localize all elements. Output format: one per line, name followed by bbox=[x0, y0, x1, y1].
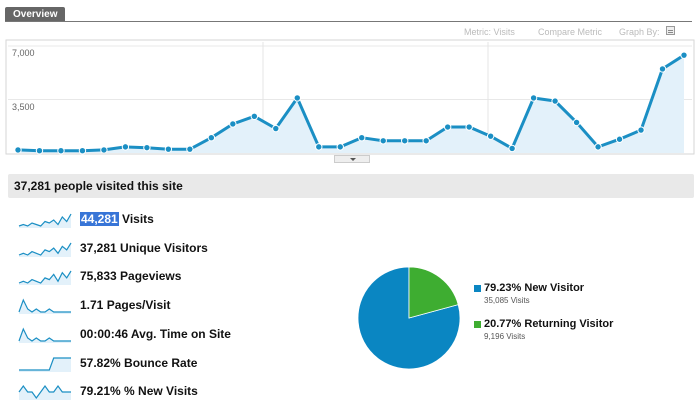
sparkline-line bbox=[18, 298, 71, 313]
sparkline-area bbox=[19, 300, 71, 315]
tab-overview[interactable]: Overview bbox=[5, 7, 66, 22]
graph-controls: Metric: Visits Compare Metric Graph By: bbox=[0, 27, 700, 39]
data-point[interactable] bbox=[401, 137, 409, 145]
sparkline bbox=[18, 327, 71, 343]
sparkline-area bbox=[19, 386, 71, 401]
metric-label[interactable]: Pageviews bbox=[116, 269, 182, 284]
metric-value: 57.82% Bounce Rate bbox=[80, 356, 197, 370]
data-point[interactable] bbox=[594, 143, 602, 151]
legend-name: New Visitor bbox=[521, 282, 585, 294]
graph-by-label: Graph By: bbox=[619, 27, 660, 37]
sparkline bbox=[18, 298, 71, 315]
data-point[interactable] bbox=[465, 123, 473, 131]
sparkline-line bbox=[18, 271, 72, 285]
sparkline-line bbox=[19, 356, 71, 371]
data-point[interactable] bbox=[57, 147, 65, 155]
data-point[interactable] bbox=[35, 147, 44, 155]
metric-value: 75,833 Pageviews bbox=[80, 269, 181, 283]
metric-number: 79.21% bbox=[80, 384, 121, 399]
legend-label: 20.77% Returning Visitor bbox=[484, 318, 613, 330]
data-point[interactable] bbox=[293, 94, 301, 102]
data-point[interactable] bbox=[272, 124, 280, 133]
metric-label[interactable]: Pages/Visit bbox=[103, 298, 171, 313]
tab-underline bbox=[5, 21, 692, 22]
metric-value: 44,281 Visits bbox=[80, 212, 154, 226]
data-point[interactable] bbox=[78, 147, 87, 155]
sparkline bbox=[18, 242, 72, 257]
metric-label[interactable]: Avg. Time on Site bbox=[128, 326, 231, 341]
legend-name: Returning Visitor bbox=[521, 318, 614, 330]
metric-number: 37,281 bbox=[80, 240, 117, 255]
data-point[interactable] bbox=[422, 137, 430, 145]
data-point[interactable] bbox=[250, 112, 259, 121]
legend-percent: 79.23% bbox=[484, 282, 522, 294]
y-tick-3500: 3,500 bbox=[12, 102, 35, 112]
data-point[interactable] bbox=[615, 135, 624, 143]
legend-label: 79.23% New Visitor bbox=[484, 282, 584, 294]
legend-swatch bbox=[474, 321, 481, 328]
legend-visits: 9,196 Visits bbox=[484, 332, 526, 341]
data-point[interactable] bbox=[680, 51, 688, 59]
data-point[interactable] bbox=[207, 134, 216, 142]
data-point[interactable] bbox=[486, 132, 495, 140]
legend-percent: 20.77% bbox=[484, 318, 522, 330]
data-point[interactable] bbox=[14, 146, 22, 154]
metric-selector[interactable]: Metric: Visits bbox=[464, 27, 515, 37]
metric-value: 00:00:46 Avg. Time on Site bbox=[80, 327, 231, 341]
metric-number: 1.71 bbox=[80, 298, 104, 313]
legend-visits: 35,085 Visits bbox=[484, 296, 530, 305]
data-point[interactable] bbox=[121, 143, 130, 151]
pie-slice-returning-visitor[interactable] bbox=[408, 266, 459, 319]
data-point[interactable] bbox=[529, 94, 538, 102]
data-point[interactable] bbox=[637, 126, 645, 134]
data-point[interactable] bbox=[100, 146, 108, 154]
data-point[interactable] bbox=[164, 145, 173, 153]
metric-label[interactable]: Bounce Rate bbox=[120, 355, 198, 370]
y-tick-7000: 7,000 bbox=[12, 48, 35, 58]
sparkline-line bbox=[18, 327, 71, 342]
summary-title: 37,281 people visited this site bbox=[14, 179, 183, 193]
legend-swatch bbox=[474, 285, 481, 292]
data-point[interactable] bbox=[336, 143, 344, 151]
sparkline bbox=[19, 356, 71, 372]
data-point[interactable] bbox=[143, 143, 151, 152]
sparkline bbox=[18, 271, 72, 286]
visitor-type-pie-chart bbox=[357, 266, 461, 370]
metric-value: 1.71 Pages/Visit bbox=[80, 298, 171, 312]
visits-line-chart bbox=[5, 39, 695, 155]
data-point[interactable] bbox=[186, 145, 194, 153]
metric-value: 79.21% % New Visits bbox=[80, 384, 198, 398]
data-point[interactable] bbox=[551, 97, 559, 105]
sparkline bbox=[18, 385, 71, 401]
sparkline-line bbox=[18, 242, 72, 256]
metric-number: 75,833 bbox=[80, 269, 117, 284]
data-point[interactable] bbox=[229, 120, 237, 128]
collapse-graph-handle[interactable] bbox=[334, 155, 370, 163]
metric-label[interactable]: Visits bbox=[118, 212, 154, 226]
metric-number: 44,281 bbox=[80, 212, 119, 226]
sparkline-area bbox=[19, 328, 71, 343]
compare-metric-link[interactable]: Compare Metric bbox=[538, 27, 603, 37]
metric-value: 37,281 Unique Visitors bbox=[80, 241, 208, 255]
visits-area bbox=[18, 55, 684, 154]
data-point[interactable] bbox=[658, 65, 667, 73]
sparkline-line bbox=[18, 213, 72, 227]
graph-by-day-icon[interactable] bbox=[666, 26, 675, 35]
sparkline bbox=[18, 213, 72, 228]
data-point[interactable] bbox=[508, 144, 516, 153]
metric-number: 57.82% bbox=[80, 355, 121, 370]
metric-label[interactable]: Unique Visitors bbox=[116, 240, 208, 255]
metric-number: 00:00:46 bbox=[80, 326, 129, 341]
metric-label[interactable]: % New Visits bbox=[120, 384, 198, 399]
data-point[interactable] bbox=[379, 137, 387, 145]
sparkline-area bbox=[19, 357, 71, 372]
data-point[interactable] bbox=[315, 143, 323, 151]
summary-header: 37,281 people visited this site bbox=[8, 174, 694, 198]
data-point[interactable] bbox=[358, 134, 366, 142]
data-point[interactable] bbox=[572, 118, 581, 127]
sparkline-line bbox=[18, 385, 71, 400]
chart-frame bbox=[5, 39, 695, 155]
data-point[interactable] bbox=[443, 123, 452, 131]
